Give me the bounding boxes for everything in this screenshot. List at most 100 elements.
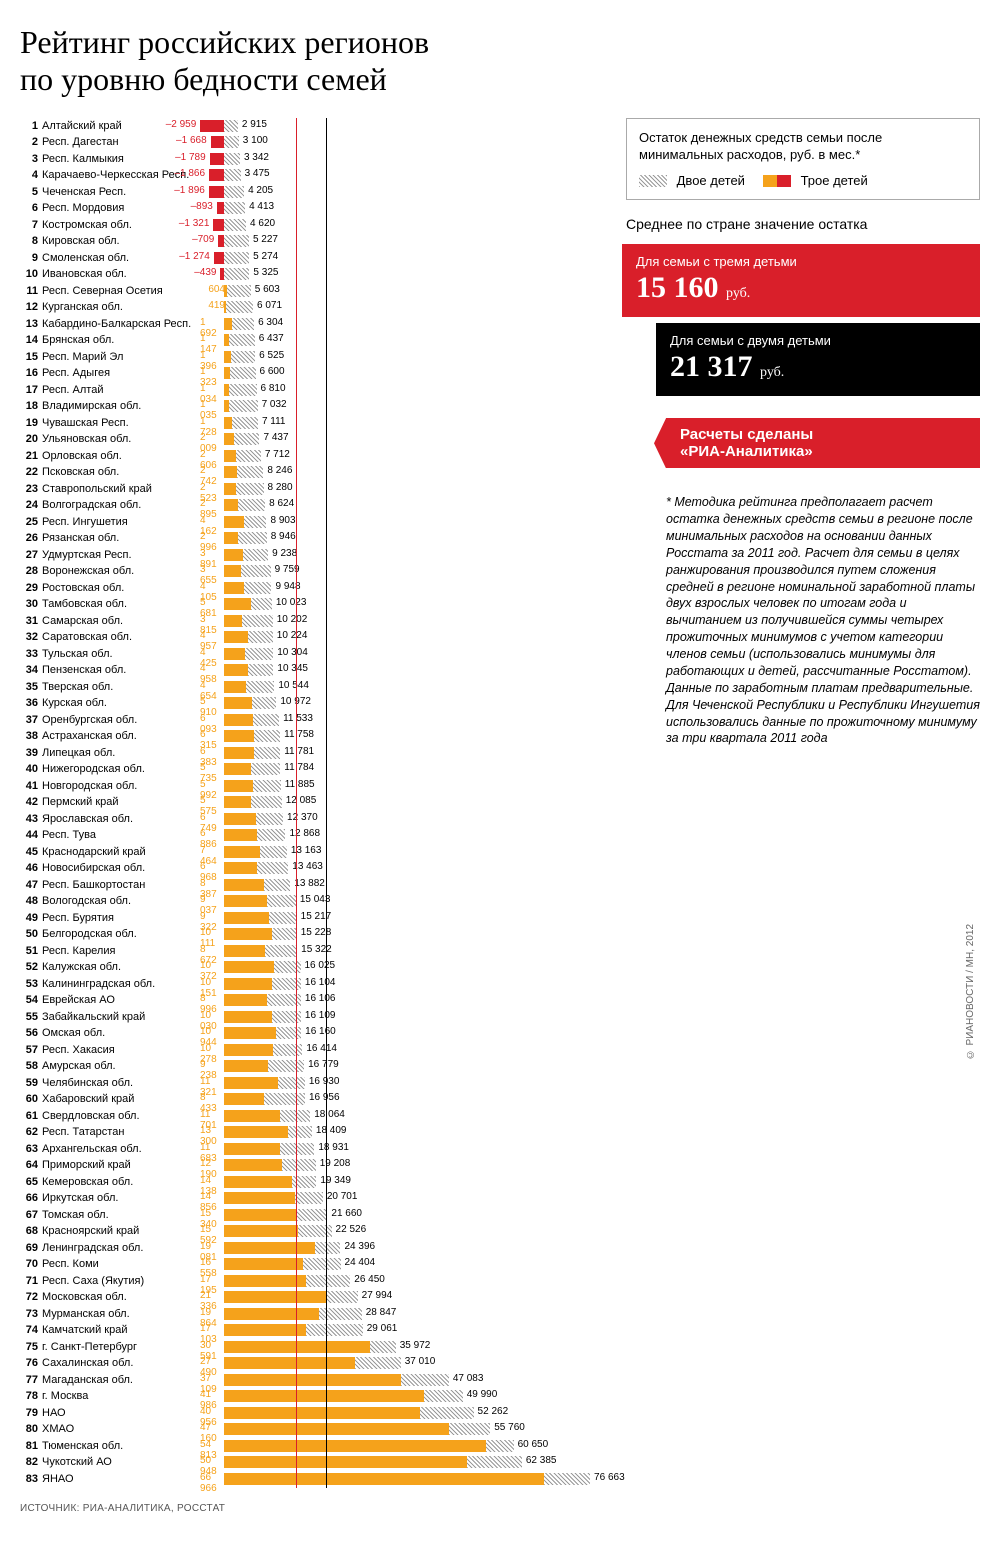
bar-wrap: –1 6683 100	[200, 136, 610, 148]
rank: 42	[20, 796, 42, 808]
avg-two-label: Для семьи с двумя детьми	[670, 333, 966, 348]
rank: 47	[20, 879, 42, 891]
table-row: 63Архангельская обл.11 68318 931	[20, 1141, 610, 1157]
rank: 21	[20, 450, 42, 462]
bar-wrap: –1 2745 274	[200, 252, 610, 264]
rank: 14	[20, 334, 42, 346]
bar-wrap: 1 3966 525	[200, 351, 610, 363]
region-name: Иркутская обл.	[42, 1192, 200, 1204]
bar-two: 16 106	[267, 994, 301, 1006]
region-name: Оренбургская обл.	[42, 714, 200, 726]
table-row: 46Новосибирская обл.6 96813 463	[20, 860, 610, 876]
value-two: 11 533	[279, 713, 313, 724]
rank: 28	[20, 565, 42, 577]
bar-two: 55 760	[449, 1423, 490, 1435]
bar-wrap: 4 1628 903	[200, 516, 610, 528]
rank: 36	[20, 697, 42, 709]
bar-three	[224, 1225, 298, 1237]
table-row: 32Саратовская обл.4 95710 224	[20, 629, 610, 645]
rank: 39	[20, 747, 42, 759]
value-two: 10 304	[273, 647, 308, 658]
rank: 24	[20, 499, 42, 511]
table-row: 83ЯНАО66 96676 663	[20, 1471, 610, 1487]
table-row: 73Мурманская обл.19 86428 847	[20, 1306, 610, 1322]
bar-wrap: 6045 603	[200, 285, 610, 297]
bar-wrap: 19 86428 847	[200, 1308, 610, 1320]
bar-three	[224, 1357, 355, 1369]
value-two: 76 663	[590, 1472, 625, 1483]
bar-three	[224, 1143, 280, 1155]
value-two: 8 903	[266, 515, 295, 526]
value-two: 15 228	[297, 927, 332, 938]
bar-wrap: 3 8919 238	[200, 549, 610, 561]
bar-two: 10 023	[251, 598, 272, 610]
value-two: 18 409	[312, 1125, 347, 1136]
rank: 41	[20, 780, 42, 792]
region-name: Тверская обл.	[42, 681, 200, 693]
rank: 26	[20, 532, 42, 544]
region-name: Свердловская обл.	[42, 1110, 200, 1122]
table-row: 11Респ. Северная Осетия6045 603	[20, 283, 610, 299]
bar-two: 10 304	[245, 648, 273, 660]
table-row: 52Калужская обл.10 37216 025	[20, 959, 610, 975]
bar-two: 10 224	[248, 631, 273, 643]
value-two: 35 972	[396, 1340, 431, 1351]
region-name: Пензенская обл.	[42, 664, 200, 676]
bar-wrap: 2 9968 946	[200, 532, 610, 544]
region-name: Забайкальский край	[42, 1011, 200, 1023]
bar-three	[224, 813, 256, 825]
bar-two: 11 781	[254, 747, 280, 759]
value-two: 9 238	[268, 548, 297, 559]
bar-wrap: 14 13819 349	[200, 1176, 610, 1188]
copyright: © РИАНОВОСТИ / МН, 2012	[965, 924, 976, 1059]
bar-three	[224, 1473, 544, 1485]
bar-wrap: 9 23816 779	[200, 1060, 610, 1072]
region-name: Респ. Ингушетия	[42, 516, 200, 528]
bar-two: 6 071	[226, 301, 253, 313]
avg-three-block: Для семьи с тремя детьми 15 160 руб.	[622, 244, 980, 317]
bar-three	[224, 1291, 326, 1303]
bar-two: 16 160	[276, 1027, 301, 1039]
table-row: 41Новгородская обл.5 99211 885	[20, 778, 610, 794]
bar-wrap: 14 85620 701	[200, 1192, 610, 1204]
bar-wrap: 3 6559 759	[200, 565, 610, 577]
table-row: 62Респ. Татарстан13 30018 409	[20, 1124, 610, 1140]
region-name: Респ. Бурятия	[42, 912, 200, 924]
region-name: Чувашская Респ.	[42, 417, 200, 429]
value-two: 4 413	[245, 201, 274, 212]
value-two: 16 109	[301, 1010, 336, 1021]
rank: 46	[20, 862, 42, 874]
table-row: 27Удмуртская Респ.3 8919 238	[20, 547, 610, 563]
main-layout: 1Алтайский край–2 9592 9152Респ. Дагеста…	[20, 118, 980, 1488]
rank: 71	[20, 1275, 42, 1287]
region-name: Респ. Башкортостан	[42, 879, 200, 891]
table-row: 64Приморский край12 19019 208	[20, 1157, 610, 1173]
value-three: 66 966	[200, 1472, 228, 1494]
region-name: Сахалинская обл.	[42, 1357, 200, 1369]
bar-three	[224, 1308, 319, 1320]
bar-two: 12 868	[257, 829, 286, 841]
bar-three	[224, 1341, 370, 1353]
rank: 1	[20, 120, 42, 132]
region-name: Брянская обл.	[42, 334, 200, 346]
region-name: Вологодская обл.	[42, 895, 200, 907]
value-two: 16 104	[301, 977, 336, 988]
value-two: 10 972	[276, 696, 311, 707]
bar-wrap: 19 08124 396	[200, 1242, 610, 1254]
bar-three	[224, 1077, 278, 1089]
bar-two: 7 712	[236, 450, 260, 462]
bar-wrap: –1 8663 475	[200, 169, 610, 181]
value-two: 6 304	[254, 317, 283, 328]
table-row: 18Владимирская обл.1 0357 032	[20, 398, 610, 414]
region-name: Респ. Карелия	[42, 945, 200, 957]
bar-wrap: –8934 413	[200, 202, 610, 214]
table-row: 53Калининградская обл.10 15116 104	[20, 976, 610, 992]
bar-wrap: 12 19019 208	[200, 1159, 610, 1171]
value-three: –1 896	[174, 185, 209, 196]
bar-wrap: 21 33627 994	[200, 1291, 610, 1303]
region-name: Архангельская обл.	[42, 1143, 200, 1155]
bar-three	[224, 895, 267, 907]
value-three: –1 274	[179, 251, 214, 262]
bar-two: 5 227	[224, 235, 249, 247]
bar-wrap: 6 88612 868	[200, 829, 610, 841]
